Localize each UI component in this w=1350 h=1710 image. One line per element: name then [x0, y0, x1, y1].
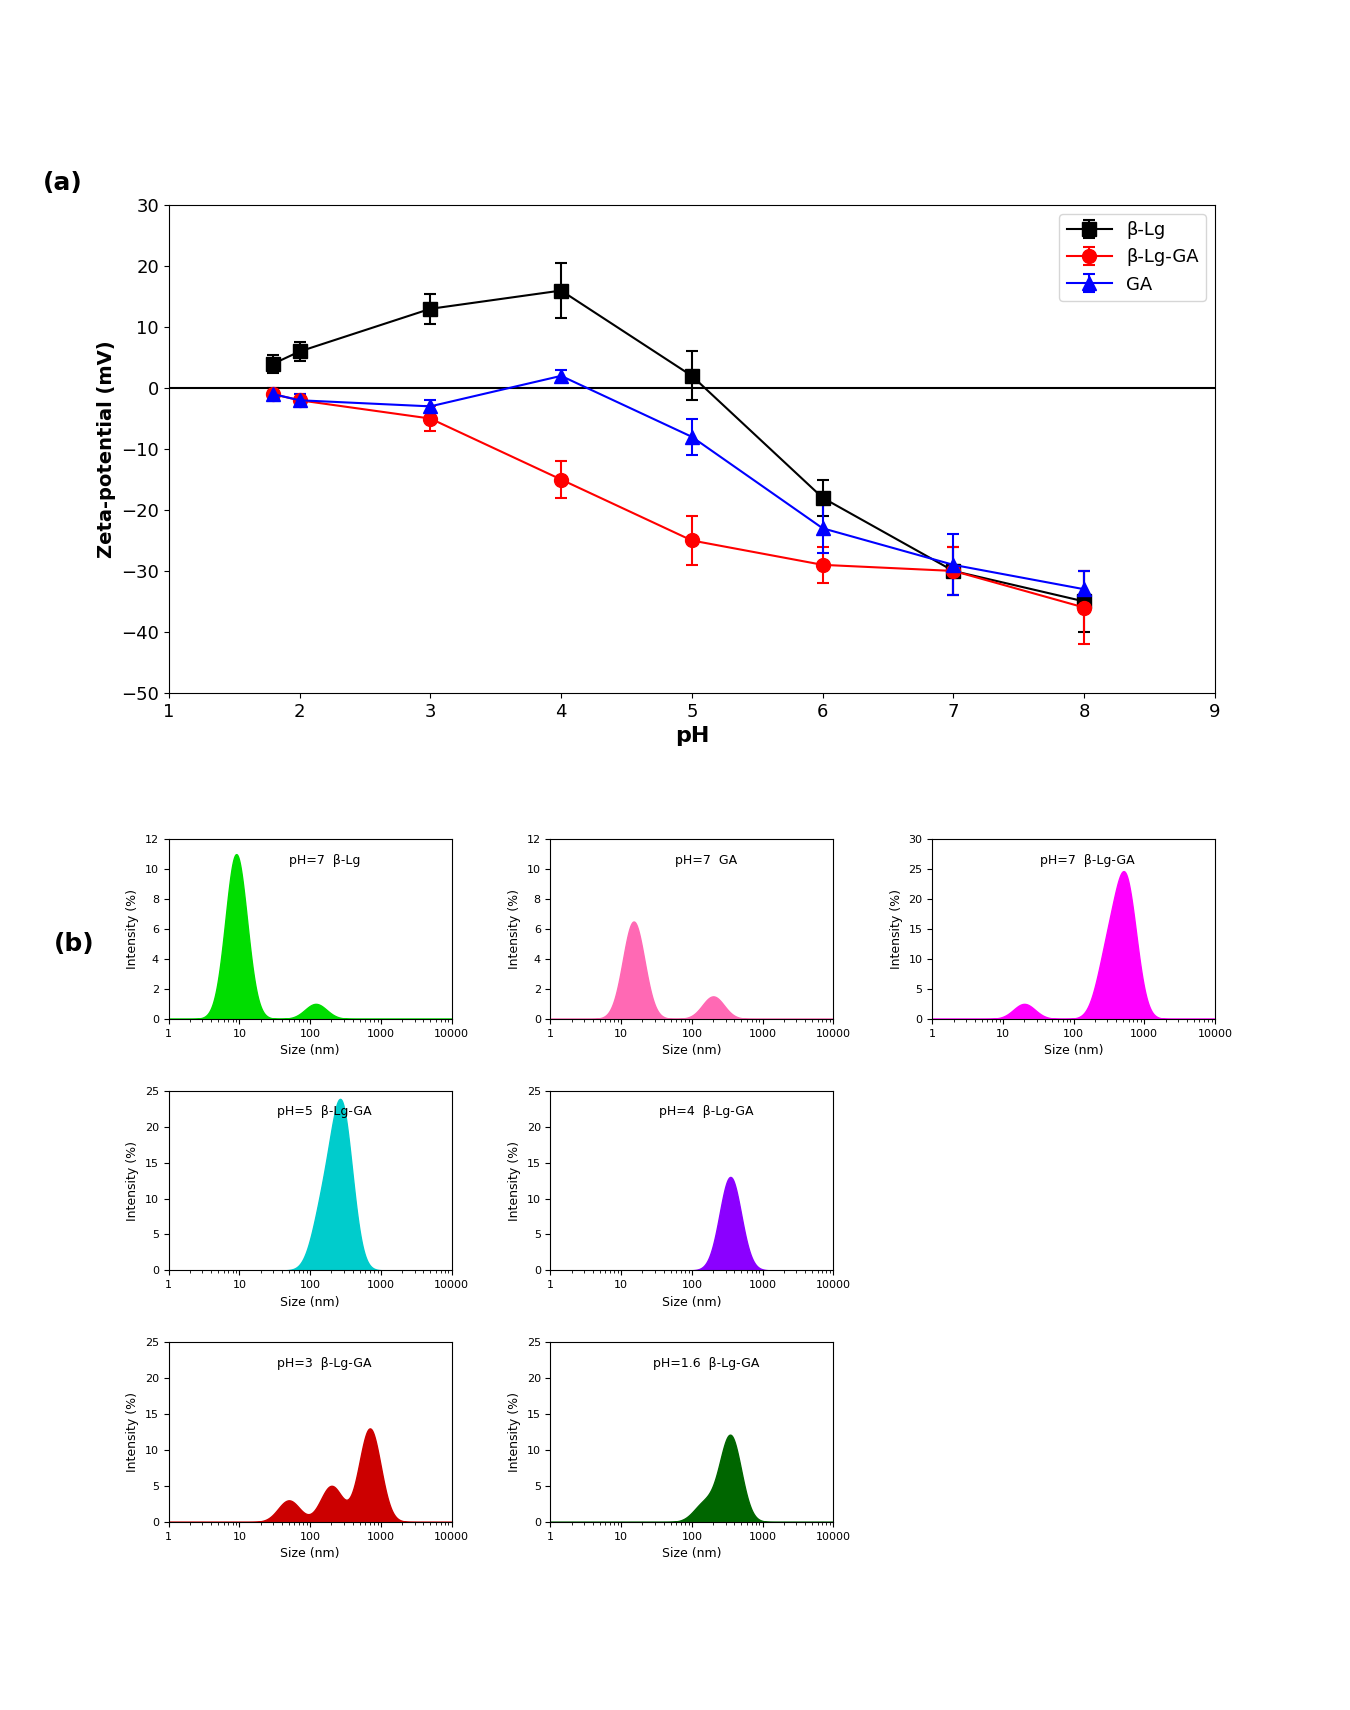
Y-axis label: Intensity (%): Intensity (%) — [508, 1141, 521, 1221]
Text: pH=3  β-Lg-GA: pH=3 β-Lg-GA — [277, 1356, 371, 1370]
X-axis label: Size (nm): Size (nm) — [662, 1045, 722, 1057]
Text: pH=4  β-Lg-GA: pH=4 β-Lg-GA — [659, 1105, 753, 1118]
Y-axis label: Intensity (%): Intensity (%) — [127, 1141, 139, 1221]
X-axis label: Size (nm): Size (nm) — [281, 1045, 340, 1057]
X-axis label: pH: pH — [675, 727, 709, 746]
Text: pH=7  β-Lg-GA: pH=7 β-Lg-GA — [1041, 853, 1135, 867]
X-axis label: Size (nm): Size (nm) — [281, 1548, 340, 1560]
X-axis label: Size (nm): Size (nm) — [1044, 1045, 1103, 1057]
Text: (a): (a) — [43, 171, 82, 195]
X-axis label: Size (nm): Size (nm) — [281, 1296, 340, 1308]
X-axis label: Size (nm): Size (nm) — [662, 1548, 722, 1560]
Y-axis label: Intensity (%): Intensity (%) — [890, 889, 903, 970]
Y-axis label: Intensity (%): Intensity (%) — [508, 889, 521, 970]
Y-axis label: Intensity (%): Intensity (%) — [127, 1392, 139, 1472]
Y-axis label: Intensity (%): Intensity (%) — [508, 1392, 521, 1472]
Text: (b): (b) — [54, 932, 94, 956]
Text: pH=7  β-Lg: pH=7 β-Lg — [289, 853, 360, 867]
Text: pH=7  GA: pH=7 GA — [675, 853, 737, 867]
X-axis label: Size (nm): Size (nm) — [662, 1296, 722, 1308]
Legend: β-Lg, β-Lg-GA, GA: β-Lg, β-Lg-GA, GA — [1060, 214, 1206, 301]
Y-axis label: Zeta-potential (mV): Zeta-potential (mV) — [97, 340, 116, 557]
Text: pH=1.6  β-Lg-GA: pH=1.6 β-Lg-GA — [653, 1356, 759, 1370]
Text: pH=5  β-Lg-GA: pH=5 β-Lg-GA — [277, 1105, 371, 1118]
Y-axis label: Intensity (%): Intensity (%) — [127, 889, 139, 970]
